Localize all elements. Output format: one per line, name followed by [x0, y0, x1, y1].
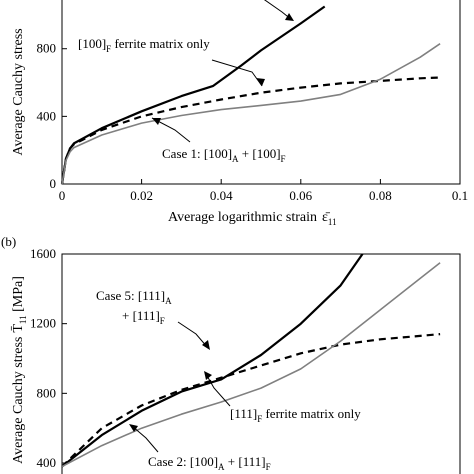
panel-b-y-tick-label: 400 [37, 455, 57, 470]
annotation-case-5-line1: Case 5: [111]A [96, 288, 172, 306]
panel-b-y-axis-title: Average Cauchy stressT̄11 [MPa] [10, 276, 28, 464]
panel-a-x-tick-label: 0 [59, 188, 66, 203]
panel-a-x-tick-label: 0.08 [369, 188, 392, 203]
panel-b-series [62, 254, 441, 468]
panel-a-x-axis-title: Average logarithmic strain ε̄11 [168, 210, 337, 227]
annotation-case-2-leader [129, 424, 159, 453]
panel-a-series [60, 5, 441, 185]
panel-a: 0 0.02 0.04 0.06 0.08 0.1 0 400 800 Average Cau… [11, 0, 468, 227]
panel-a-x-tick-label: 0.1 [452, 188, 468, 203]
panel-b-label: (b) [1, 234, 16, 249]
panel-a-y-tick-label: 0 [50, 176, 57, 191]
annotation-case-2: Case 2: [100]A + [111]F [148, 454, 271, 472]
panel-a-x-ticks: 0 0.02 0.04 0.06 0.08 0.1 [59, 179, 468, 203]
panel-b-series-dashed [62, 333, 441, 468]
panel-a-x-axis-label: Average logarithmic strain [168, 210, 317, 225]
panel-a-frame [61, 0, 461, 185]
panel-b-series-gray [62, 262, 441, 468]
annotation-case-1-leader [151, 117, 191, 143]
panel-b-frame [61, 253, 461, 474]
panel-b-y-tick-label: 800 [37, 385, 57, 400]
panel-a-series-black [60, 5, 326, 185]
annotation-top-leader [263, 0, 294, 21]
panel-a-x-axis-symbol: ε̄ [322, 210, 331, 225]
panel-a-series-gray [61, 43, 441, 185]
annotation-ferrite-leader [211, 59, 265, 87]
annotation-case-1: Case 1: [100]A + [100]F [162, 146, 286, 164]
panel-a-x-axis-subscript: 11 [328, 217, 337, 227]
panel-b-y-ticks: 400 800 1200 1600 [30, 246, 67, 470]
annotation-case-5-leader [177, 321, 210, 350]
annotation-ferrite-111: [111]F ferrite matrix only [230, 406, 361, 424]
panel-a-x-tick-label: 0.04 [210, 188, 233, 203]
panel-b-series-black [62, 254, 364, 468]
annotation-ferrite-100: [100]F ferrite matrix only [78, 36, 210, 54]
panel-b-y-tick-label: 1600 [30, 246, 56, 261]
panel-a-y-tick-label: 400 [37, 108, 57, 123]
panel-a-y-ticks: 0 400 800 [37, 41, 67, 191]
panel-b: (b) 400 800 1200 1600 Average Cauchy stress… [1, 234, 461, 474]
panel-a-x-tick-label: 0.06 [289, 188, 312, 203]
panel-a-y-tick-label: 800 [37, 41, 57, 56]
annotation-case-5-line2: + [111]F [122, 308, 165, 326]
panel-a-x-tick-label: 0.02 [130, 188, 153, 203]
annotation-ferrite-111-leader [204, 371, 231, 407]
panel-b-y-tick-label: 1200 [30, 316, 56, 331]
panel-a-y-axis-title: Average Cauchy stress [11, 28, 26, 155]
